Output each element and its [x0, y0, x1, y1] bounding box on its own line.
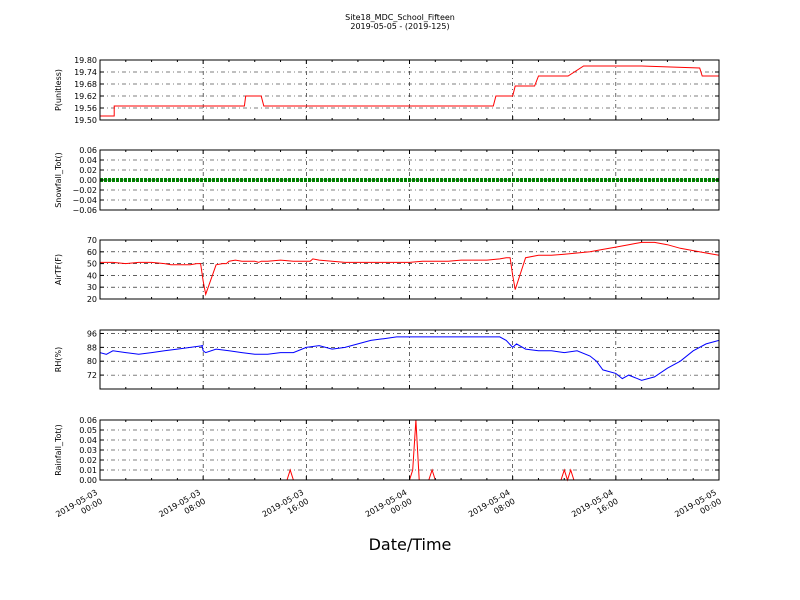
y-tick-label: 0.05: [79, 426, 97, 435]
series-line-airtf-f: [100, 241, 720, 297]
panel-1: 19.80 19.74 19.68 19.62 19.56 19.50 P(unitless…: [54, 56, 720, 125]
y-tick-label: 72: [87, 371, 97, 380]
y-tick-label: 0.02: [79, 166, 97, 175]
y-tick-label: 0.04: [79, 156, 97, 165]
y-tick-label: 0.06: [79, 146, 97, 155]
chart-title: Site18_MDC_School_Fifteen: [345, 13, 455, 22]
y-tick-label: −0.04: [72, 196, 97, 205]
y-tick-label: 88: [87, 343, 97, 352]
y-tick-label: 50: [87, 260, 97, 269]
series-line-rainfall-tot: [100, 419, 719, 482]
series-line-rh: [99, 336, 720, 381]
panel-3: 70 60 50 40 30 20 AirTF(F): [54, 236, 720, 304]
panel-2: 0.060.040.020.00−0.02−0.04−0.06 Snowfall_…: [54, 146, 720, 215]
y-tick-label: 80: [87, 357, 97, 366]
y-tick-label: 0.03: [79, 446, 97, 455]
panel-5: 0.060.050.040.030.020.010.00 Rainfall_Tot…: [54, 416, 720, 485]
series-line-p-unitless: [100, 65, 719, 117]
y-tick-label: 19.56: [74, 104, 97, 113]
x-tick-label: 2019-05-0400:00: [364, 488, 414, 528]
x-tick-labels: 2019-05-0300:00 2019-05-0308:00 2019-05-03…: [54, 488, 723, 528]
y-tick-label: 0.01: [79, 466, 97, 475]
y-tick-label: 96: [87, 329, 97, 338]
x-axis-label: Date/Time: [369, 535, 452, 554]
x-tick-label: 2019-05-0500:00: [673, 488, 723, 528]
x-tick-label: 2019-05-0300:00: [54, 488, 104, 528]
y-tick-label: 70: [87, 236, 97, 245]
y-axis-label: Snowfall_Tot(): [54, 152, 63, 208]
y-tick-label: 60: [87, 248, 97, 257]
y-tick-label: 30: [87, 283, 97, 292]
y-axis-label: P(unitless): [54, 69, 63, 111]
y-tick-label: 20: [87, 295, 97, 304]
y-tick-label: −0.06: [72, 206, 97, 215]
y-tick-label: 0.06: [79, 416, 97, 425]
x-tick-label: 2019-05-0416:00: [570, 488, 620, 528]
y-tick-label: 19.50: [74, 116, 97, 125]
y-tick-label: 40: [87, 271, 97, 280]
y-tick-label: 19.80: [74, 56, 97, 65]
y-tick-label: 0.00: [79, 476, 97, 485]
chart-subtitle: 2019-05-05 - (2019-125): [350, 22, 449, 31]
y-tick-label: 19.62: [74, 92, 97, 101]
y-tick-label: 19.68: [74, 80, 97, 89]
y-axis-label: Rainfall_Tot(): [54, 424, 63, 476]
y-axis-label: AirTF(F): [54, 254, 63, 285]
x-tick-label: 2019-05-0308:00: [157, 488, 207, 528]
panel-4: 96 88 80 72 RH(%): [54, 329, 720, 390]
y-tick-label: 0.02: [79, 456, 97, 465]
y-tick-label: 0.04: [79, 436, 97, 445]
panels: 19.80 19.74 19.68 19.62 19.56 19.50 P(unitless…: [54, 56, 723, 528]
y-axis-label: RH(%): [54, 347, 63, 372]
x-tick-label: 2019-05-0316:00: [261, 488, 311, 528]
x-tick-label: 2019-05-0408:00: [467, 488, 517, 528]
y-tick-label: −0.02: [72, 186, 97, 195]
y-tick-label: 0.00: [79, 176, 97, 185]
y-tick-label: 19.74: [74, 68, 97, 77]
